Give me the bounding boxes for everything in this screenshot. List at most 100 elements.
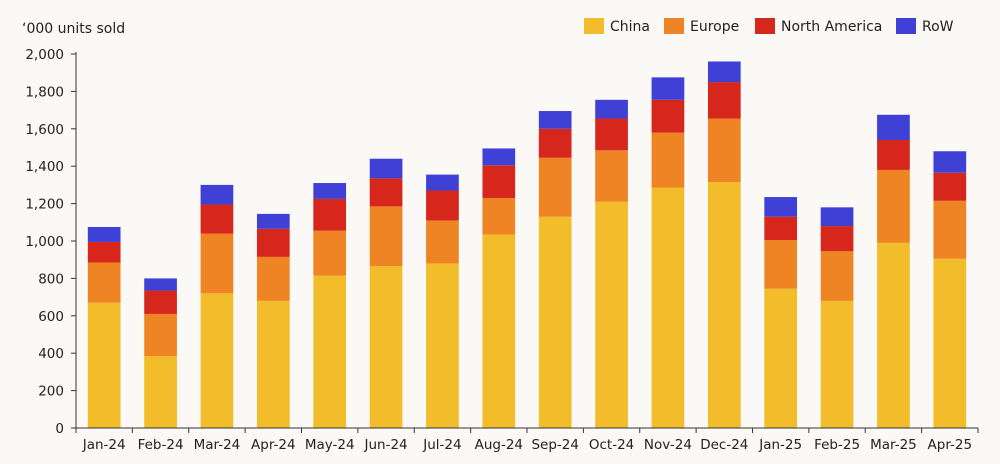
- y-tick-label: 2,000: [25, 47, 64, 63]
- y-tick-label: 1,000: [25, 234, 64, 250]
- bar-segment-europe: [707, 118, 741, 183]
- y-tick-label: 1,600: [25, 122, 64, 138]
- legend-swatch: [755, 18, 775, 34]
- x-tick-label: Nov-24: [644, 437, 692, 453]
- bar-segment-europe: [764, 240, 798, 289]
- bar-segment-china: [820, 300, 854, 428]
- bar-segment-europe: [87, 262, 121, 303]
- legend: China Europe North America RoW: [584, 18, 954, 35]
- bar-segment-europe: [200, 233, 234, 294]
- bar-segment-china: [877, 242, 910, 428]
- bar-segment-row: [87, 226, 121, 242]
- bar-segment-china: [482, 234, 516, 428]
- bar-segment-europe: [144, 313, 177, 357]
- bar-segment-north-america: [538, 128, 572, 158]
- bar-segment-europe: [595, 150, 628, 202]
- bar-segment-north-america: [707, 82, 741, 119]
- bar-segment-china: [369, 266, 403, 428]
- y-tick-label: 800: [38, 271, 64, 287]
- bar-segment-row: [595, 99, 628, 119]
- legend-label: North America: [781, 19, 882, 35]
- bar-segment-row: [933, 151, 967, 173]
- y-tick-label: 0: [55, 421, 64, 437]
- bar-segment-china: [256, 300, 290, 428]
- bar-segment-europe: [256, 256, 290, 301]
- bar-segment-north-america: [369, 178, 403, 207]
- bar-segment-row: [369, 158, 403, 179]
- y-tick-label: 1,800: [25, 84, 64, 100]
- x-tick-label: Oct-24: [589, 437, 634, 453]
- x-tick-label: Jan-24: [82, 437, 126, 453]
- y-tick-label: 1,400: [25, 159, 64, 175]
- y-tick-label: 400: [38, 346, 64, 362]
- legend-item-row: RoW: [896, 18, 954, 35]
- bar-segment-row: [426, 174, 459, 191]
- bar-segment-north-america: [595, 118, 628, 151]
- bar-segment-china: [87, 302, 121, 428]
- x-tick-label: Apr-25: [928, 437, 973, 453]
- bar-segment-china: [200, 293, 234, 428]
- bar-segment-row: [764, 197, 798, 217]
- bar-segment-row: [256, 213, 290, 229]
- bar-segment-row: [144, 278, 177, 291]
- x-tick-label: May-24: [305, 437, 355, 453]
- bar-segment-china: [764, 288, 798, 428]
- bar-segment-row: [651, 77, 685, 100]
- bar-segment-north-america: [87, 241, 121, 263]
- bar-segment-north-america: [877, 140, 910, 170]
- bar-segment-north-america: [426, 190, 459, 221]
- y-tick-label: 200: [38, 384, 64, 400]
- bar-segment-north-america: [144, 290, 177, 314]
- bar-segment-china: [426, 263, 459, 428]
- bar-segment-north-america: [482, 165, 516, 198]
- bar-segment-row: [482, 148, 516, 166]
- legend-swatch: [896, 18, 916, 34]
- bar-segment-row: [538, 111, 572, 129]
- bar-segment-china: [933, 258, 967, 428]
- y-axis-title: ‘000 units sold: [22, 21, 125, 37]
- x-tick-label: Dec-24: [700, 437, 748, 453]
- bar-segment-row: [200, 184, 234, 205]
- bar-segment-europe: [426, 220, 459, 264]
- bar-segment-north-america: [764, 216, 798, 241]
- bar-segment-europe: [313, 230, 347, 276]
- x-tick-label: Apr-24: [251, 437, 296, 453]
- legend-item-china: China: [584, 18, 650, 35]
- bar-segment-europe: [933, 200, 967, 259]
- x-tick-label: Sep-24: [531, 437, 579, 453]
- x-tick-label: Feb-24: [138, 437, 184, 453]
- x-tick-label: Aug-24: [475, 437, 523, 453]
- bar-segment-north-america: [313, 198, 347, 231]
- bar-segment-china: [651, 187, 685, 428]
- bar-segment-china: [538, 216, 572, 428]
- x-tick-label: Mar-25: [870, 437, 917, 453]
- x-axis: Jan-24 Feb-24 Mar-24 Apr-24 May-24 Jun-24 Jul-…: [75, 427, 979, 453]
- x-tick-label: Jan-25: [758, 437, 802, 453]
- bar-segment-row: [877, 114, 910, 141]
- x-tick-label: Feb-25: [814, 437, 860, 453]
- bar-segment-north-america: [651, 99, 685, 133]
- bar-segment-europe: [820, 251, 854, 301]
- x-tick-label: Jul-24: [422, 437, 461, 453]
- bar-segment-europe: [369, 206, 403, 267]
- legend-label: RoW: [922, 19, 954, 35]
- bar-segment-north-america: [200, 204, 234, 234]
- bar-segment-china: [707, 182, 741, 428]
- bar-segment-china: [313, 275, 347, 428]
- bar-segment-china: [595, 201, 628, 428]
- legend-swatch: [664, 18, 684, 34]
- y-tick-label: 600: [38, 309, 64, 325]
- x-tick-label: Jun-24: [363, 437, 407, 453]
- bar-segment-row: [707, 61, 741, 83]
- bars: [87, 61, 967, 428]
- legend-item-north-america: North America: [755, 18, 882, 35]
- legend-label: China: [610, 19, 650, 35]
- legend-swatch: [584, 18, 604, 34]
- bar-segment-north-america: [820, 226, 854, 252]
- bar-segment-north-america: [933, 172, 967, 201]
- bar-segment-europe: [482, 197, 516, 235]
- bar-segment-row: [820, 207, 854, 227]
- bar-segment-china: [144, 356, 177, 428]
